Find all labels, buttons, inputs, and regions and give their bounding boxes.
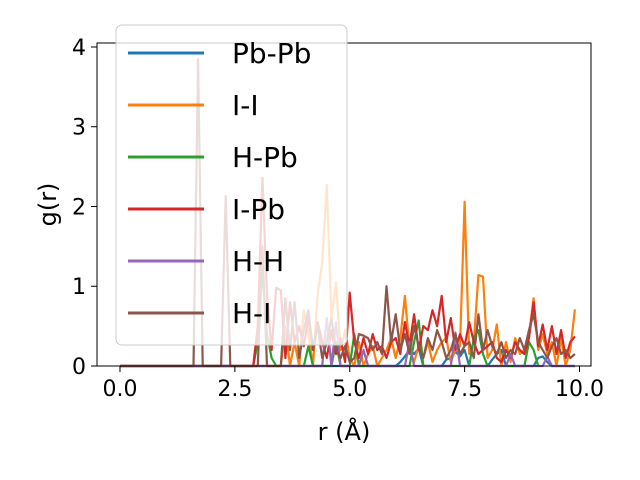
legend-label: H-I <box>232 297 271 330</box>
y-tick-label: 4 <box>72 36 86 61</box>
legend-label: I-I <box>232 89 259 122</box>
y-axis: 0 1 2 3 4 <box>72 36 97 380</box>
x-tick-label: 0.0 <box>102 377 137 402</box>
x-tick-label: 2.5 <box>217 377 252 402</box>
legend-label: H-H <box>232 245 284 278</box>
x-tick-label: 7.5 <box>447 377 482 402</box>
legend-label: I-Pb <box>232 193 285 226</box>
legend-label: Pb-Pb <box>232 37 311 70</box>
y-tick-label: 1 <box>72 275 86 300</box>
legend-label: H-Pb <box>232 141 298 174</box>
y-tick-label: 3 <box>72 116 86 141</box>
y-axis-title: g(r) <box>34 183 62 227</box>
y-tick-label: 0 <box>72 355 86 380</box>
x-tick-label: 10.0 <box>555 377 604 402</box>
x-tick-label: 5.0 <box>332 377 367 402</box>
x-axis: 0.0 2.5 5.0 7.5 10.0 <box>102 366 604 402</box>
y-tick-label: 2 <box>72 195 86 220</box>
legend: Pb-Pb I-I H-Pb I-Pb H-H H-I <box>115 24 348 346</box>
x-axis-title: r (Å) <box>318 417 371 446</box>
